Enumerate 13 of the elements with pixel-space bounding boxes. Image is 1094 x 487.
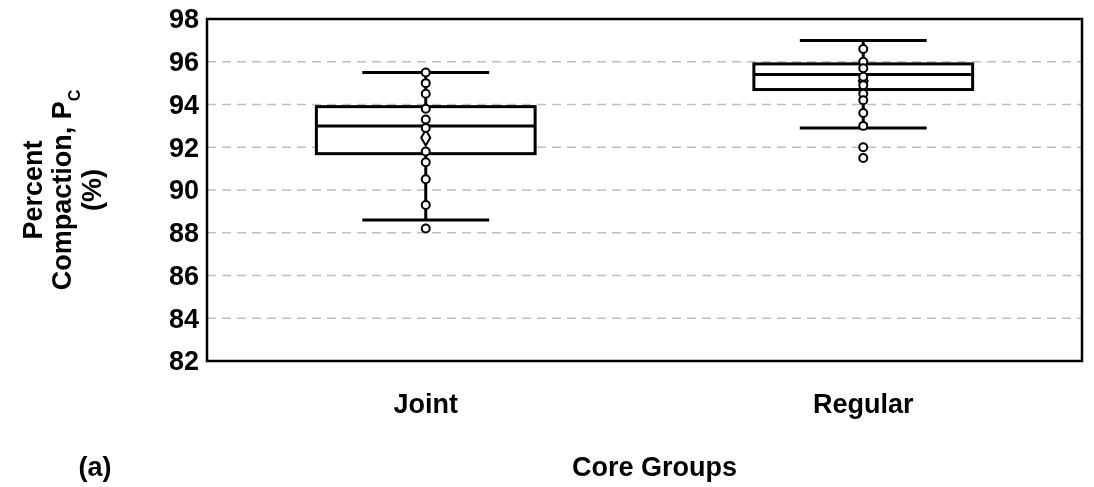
y-tick-label: 90 xyxy=(168,175,199,206)
x-tick-label: Joint xyxy=(393,389,458,419)
x-axis-title: Core Groups xyxy=(571,452,738,482)
y-tick-label: 82 xyxy=(168,346,199,377)
y-tick-label: 86 xyxy=(168,260,199,291)
y-tick-label: 88 xyxy=(168,218,199,249)
y-tick-label: 84 xyxy=(168,303,199,334)
y-tick-label: 98 xyxy=(168,4,199,35)
y-tick-label: 92 xyxy=(168,132,199,163)
x-tick-label: Regular xyxy=(812,389,914,419)
y-tick-label: 96 xyxy=(168,47,199,78)
text: (a) xyxy=(78,452,112,482)
y-tick-label: 94 xyxy=(168,89,199,120)
